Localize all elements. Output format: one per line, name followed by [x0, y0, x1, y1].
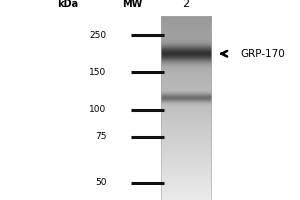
- Text: 2: 2: [182, 0, 190, 9]
- Text: 100: 100: [89, 105, 106, 114]
- Text: 75: 75: [95, 132, 106, 141]
- Text: 150: 150: [89, 68, 106, 77]
- Bar: [160, 16, 211, 200]
- Text: kDa: kDa: [57, 0, 78, 9]
- Text: GRP-170: GRP-170: [240, 49, 285, 59]
- Text: 50: 50: [95, 178, 106, 187]
- Text: 250: 250: [89, 31, 106, 40]
- Text: MW: MW: [122, 0, 142, 9]
